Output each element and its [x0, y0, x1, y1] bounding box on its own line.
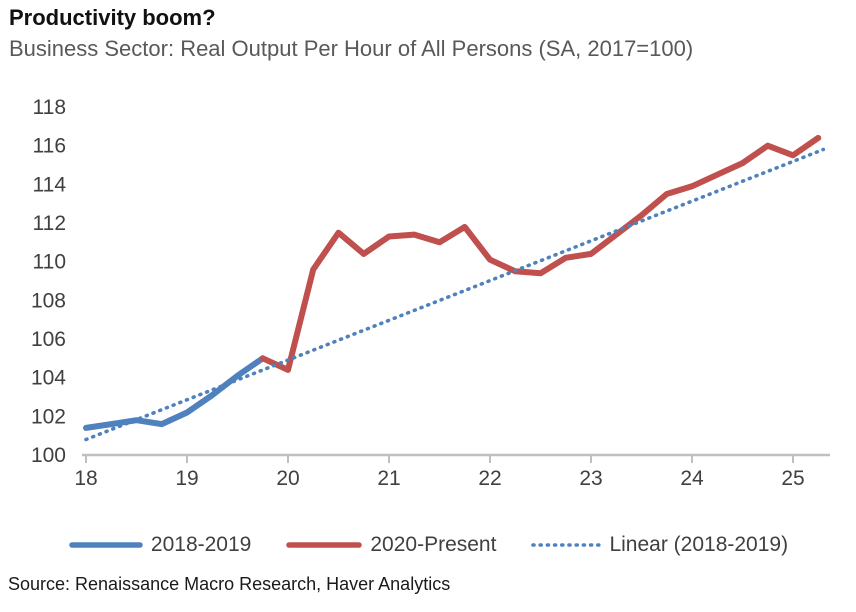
y-tick-label: 108 — [31, 289, 66, 312]
y-tick-label: 104 — [31, 367, 66, 390]
y-tick-label: 112 — [33, 212, 66, 235]
chart-legend: 2018-2019 2020-Present Linear (2018-2019… — [0, 528, 856, 562]
x-tick-label: 22 — [478, 467, 501, 490]
chart-header: Productivity boom? Business Sector: Real… — [9, 4, 849, 63]
chart-subtitle: Business Sector: Real Output Per Hour of… — [9, 35, 694, 61]
y-tick-label: 114 — [33, 173, 67, 196]
source-note: Source: Renaissance Macro Research, Have… — [8, 574, 451, 594]
x-tick-label: 18 — [74, 467, 97, 490]
legend-label: 2018-2019 — [150, 533, 252, 556]
plot-area: 18 19 20 21 22 23 24 25 100 102 104 106 108 110 112 114… — [0, 70, 856, 502]
legend-item-linear-trend: Linear (2018-2019) — [530, 533, 788, 557]
y-tick-label: 102 — [31, 405, 66, 428]
x-tick-label: 21 — [377, 467, 400, 490]
legend-label: 2020-Present — [370, 533, 497, 556]
x-tick-label: 24 — [680, 467, 704, 490]
y-tick-label: 106 — [31, 328, 66, 351]
y-tick-label: 118 — [33, 96, 66, 119]
line-chart: 18 19 20 21 22 23 24 25 100 102 104 106 108 110 112 114… — [31, 96, 830, 490]
legend-item-2020-present: 2020-Present — [285, 533, 496, 557]
x-tick-label: 23 — [579, 467, 602, 490]
x-tick-label: 20 — [276, 467, 299, 490]
legend-label: Linear (2018-2019) — [609, 533, 789, 556]
y-tick-label: 110 — [33, 251, 66, 274]
x-tick-label: 19 — [175, 467, 198, 490]
legend-swatch-dotted-line — [531, 543, 603, 547]
y-tick-label: 116 — [33, 135, 66, 158]
series-line-2018-2019 — [83, 355, 266, 431]
x-tick-label: 25 — [781, 467, 804, 490]
legend-swatch-blue-line — [69, 542, 143, 548]
y-tick-label: 100 — [31, 444, 66, 467]
series-line-2020-present — [259, 134, 822, 373]
legend-swatch-red-line — [286, 542, 363, 548]
series-line-linear-2018-2019 — [84, 147, 826, 442]
chart-title: Productivity boom? — [9, 5, 216, 30]
legend-item-2018-2019: 2018-2019 — [68, 533, 251, 557]
